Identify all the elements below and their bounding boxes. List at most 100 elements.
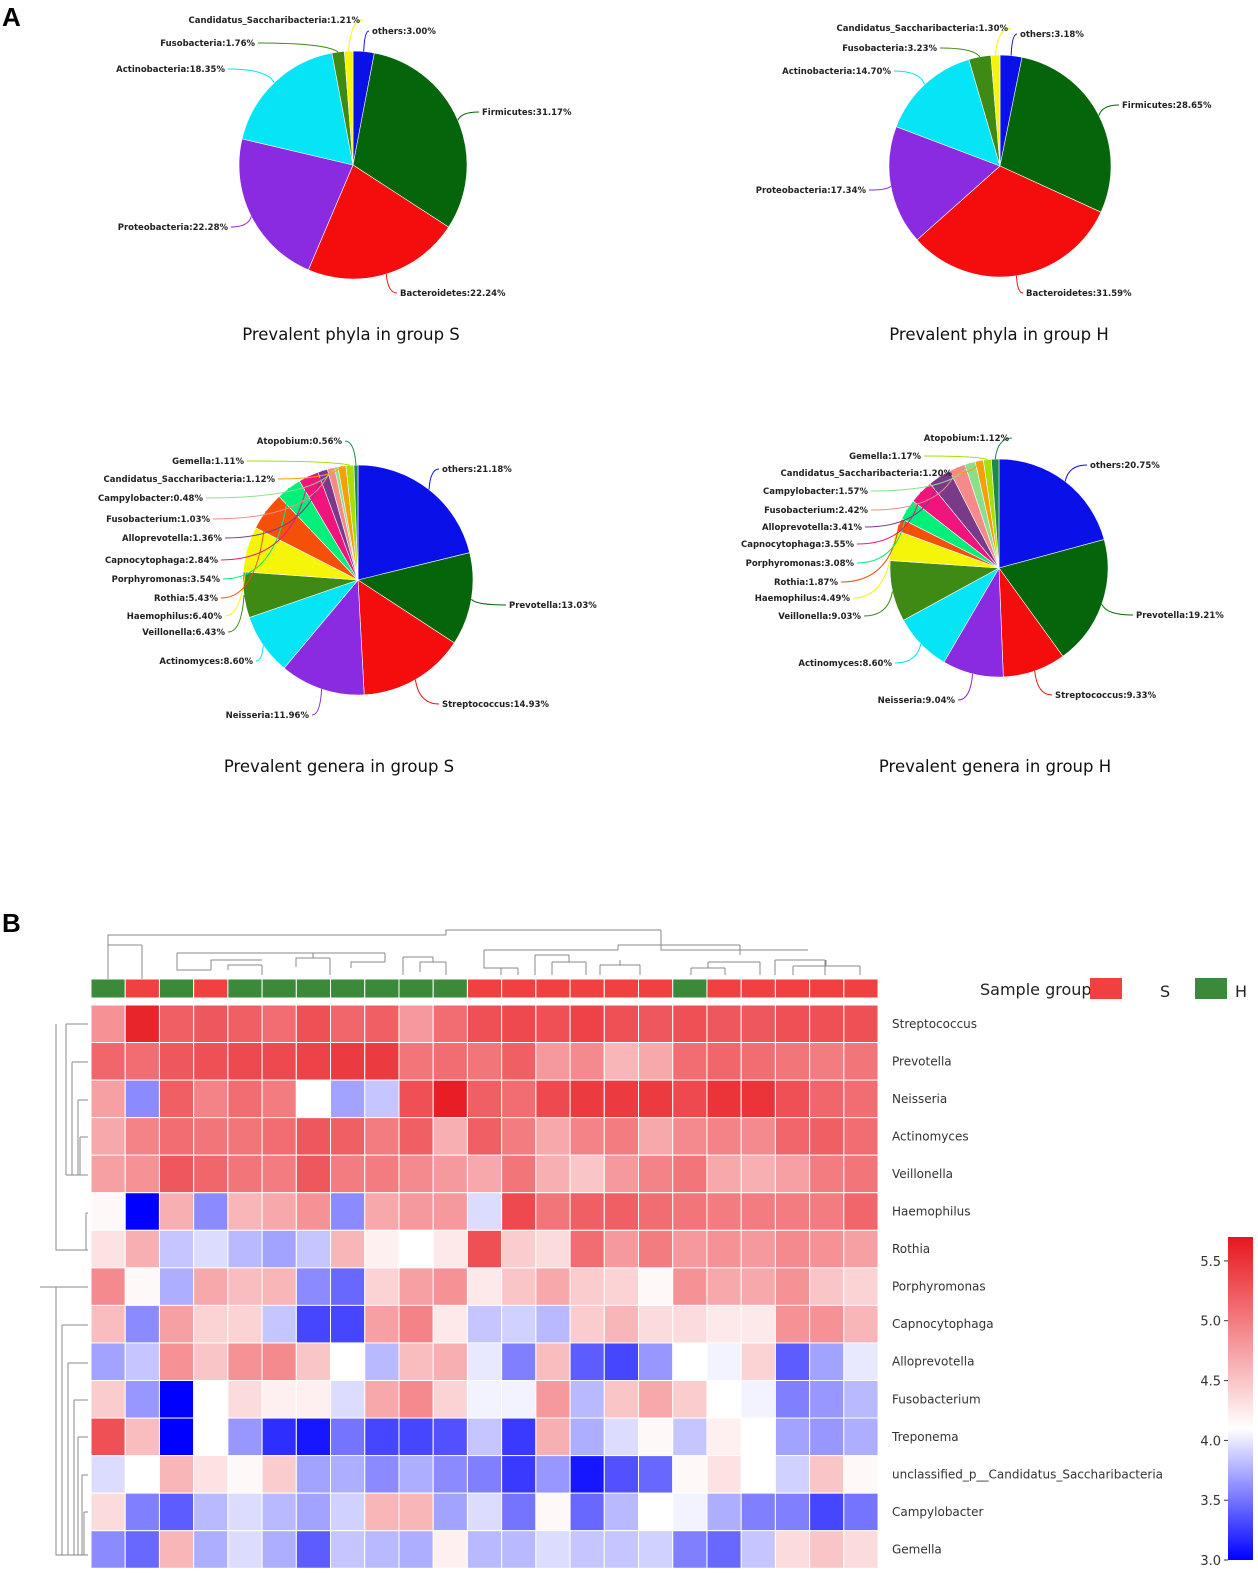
heatmap-cell [809,1380,845,1419]
pie-leader-line-alloprevotella [224,470,324,539]
heatmap-cell [843,1229,879,1269]
heatmap-cell [261,1004,297,1044]
heatmap-cell [535,1229,571,1269]
pie-label-gemella: Gemella:1.17% [849,452,921,462]
group-annotation-cell [809,978,845,999]
heatmap-cell [672,1380,708,1419]
pie-label-firmicutes: Firmicutes:31.17% [482,108,572,118]
row-label-gemella: Gemella [892,1543,942,1557]
pie-label-actinomyces: Actinomyces:8.60% [798,659,892,669]
heatmap-cell [843,1380,879,1419]
heatmap-cell [261,1042,297,1081]
pie-slice-prevotella [357,552,474,644]
heatmap-cell [672,1004,708,1044]
heatmap-cell [638,1079,674,1119]
heatmap-cell [740,1492,776,1532]
pie-slice-firmicutes [999,56,1112,213]
heatmap-cell [809,1042,845,1081]
heatmap-cell [706,1380,742,1419]
column-dendrogram-branch [617,944,740,950]
heatmap-cell [740,1417,776,1457]
heatmap-cell [809,1192,845,1231]
pie-label-others: others:3.18% [1020,30,1084,40]
panel-label-a: A [2,2,21,32]
pie-label-porphyromonas: Porphyromonas:3.08% [746,559,855,569]
heatmap-cell [124,1304,160,1344]
heatmap-cell [364,1229,400,1269]
heatmap-cell [466,1380,503,1419]
heatmap-cell [535,1304,571,1344]
row-label-prevotella: Prevotella [892,1054,952,1068]
heatmap-cell [158,1492,195,1532]
heatmap-cell [364,1530,400,1569]
heatmap-cell [193,1004,229,1044]
heatmap-cell [124,1154,160,1194]
heatmap-cell [535,1192,571,1231]
heatmap-cell [295,1004,332,1044]
heatmap-cell [330,1117,366,1156]
heatmap-cell [843,1342,879,1381]
heatmap-cell [227,1342,263,1381]
heatmap-cell [774,1417,811,1457]
heatmap-cell [158,1304,195,1344]
heatmap-cell [364,1304,400,1344]
heatmap-cell [158,1042,195,1081]
heatmap-cell [193,1417,229,1457]
heatmap-cell [124,1267,160,1306]
heatmap-cell [569,1042,605,1081]
heatmap-cell [535,1042,571,1081]
pie-label-fusobacterium: Fusobacterium:2.42% [764,506,868,516]
heatmap-cell [261,1304,297,1344]
row-label-neisseria: Neisseria [892,1092,947,1106]
pie-label-atopobium: Atopobium:0.56% [257,437,343,447]
heatmap-cell [501,1229,537,1269]
pie-leader-line-fusobacterium [212,468,332,520]
pie-leader-line-haemophilus [224,549,248,617]
heatmap-cell [295,1192,332,1231]
heatmap-cell [124,1380,160,1419]
heatmap-cell [432,1042,468,1081]
pie-label-firmicutes: Firmicutes:28.65% [1122,101,1212,111]
heatmap-cell [706,1117,742,1156]
heatmap-cell [466,1304,503,1344]
heatmap-cell [295,1530,332,1569]
row-label-capnocytophaga: Capnocytophaga [892,1317,994,1331]
column-dendrogram-branch [210,959,245,970]
heatmap-cell [364,1192,400,1231]
heatmap-cell [740,1154,776,1194]
heatmap-cell [295,1492,332,1532]
heatmap-cell [295,1304,332,1344]
heatmap-cell [90,1117,126,1156]
heatmap-cell [501,1267,537,1306]
heatmap-cell [330,1079,366,1119]
heatmap-cell [158,1530,195,1569]
pie-title-genera-s: Prevalent genera in group S [224,757,454,776]
heatmap-cell [261,1380,297,1419]
heatmap-cell [364,1342,400,1381]
heatmap-cell [638,1229,674,1269]
heatmap-cell [227,1192,263,1231]
heatmap-cell [501,1530,537,1569]
pie-leader-line-proteobacteria [868,185,892,191]
pie-label-fusobacterium: Fusobacterium:1.03% [106,515,210,525]
heatmap-cell [843,1042,879,1081]
heatmap-cell [638,1342,674,1381]
heatmap-cell [843,1267,879,1306]
heatmap-cell [364,1417,400,1457]
heatmap-cell [603,1079,640,1119]
heatmap-cell [843,1117,879,1156]
pie-title-genera-h: Prevalent genera in group H [879,757,1111,776]
heatmap-cell [398,1117,434,1156]
heatmap-cell [501,1004,537,1044]
heatmap-cell [124,1530,160,1569]
pie-label-candidatus-saccharibacteria: Candidatus_Saccharibacteria:1.12% [103,475,275,485]
heatmap-cell [193,1117,229,1156]
heatmap-cell [432,1079,468,1119]
heatmap-cell [193,1342,229,1381]
heatmap-cell [706,1192,742,1231]
heatmap-cell [535,1530,571,1569]
heatmap-cell [330,1380,366,1419]
pie-label-alloprevotella: Alloprevotella:1.36% [122,534,222,544]
column-dendrogram-branch [445,929,661,935]
pie-slice-prevotella [998,539,1109,657]
